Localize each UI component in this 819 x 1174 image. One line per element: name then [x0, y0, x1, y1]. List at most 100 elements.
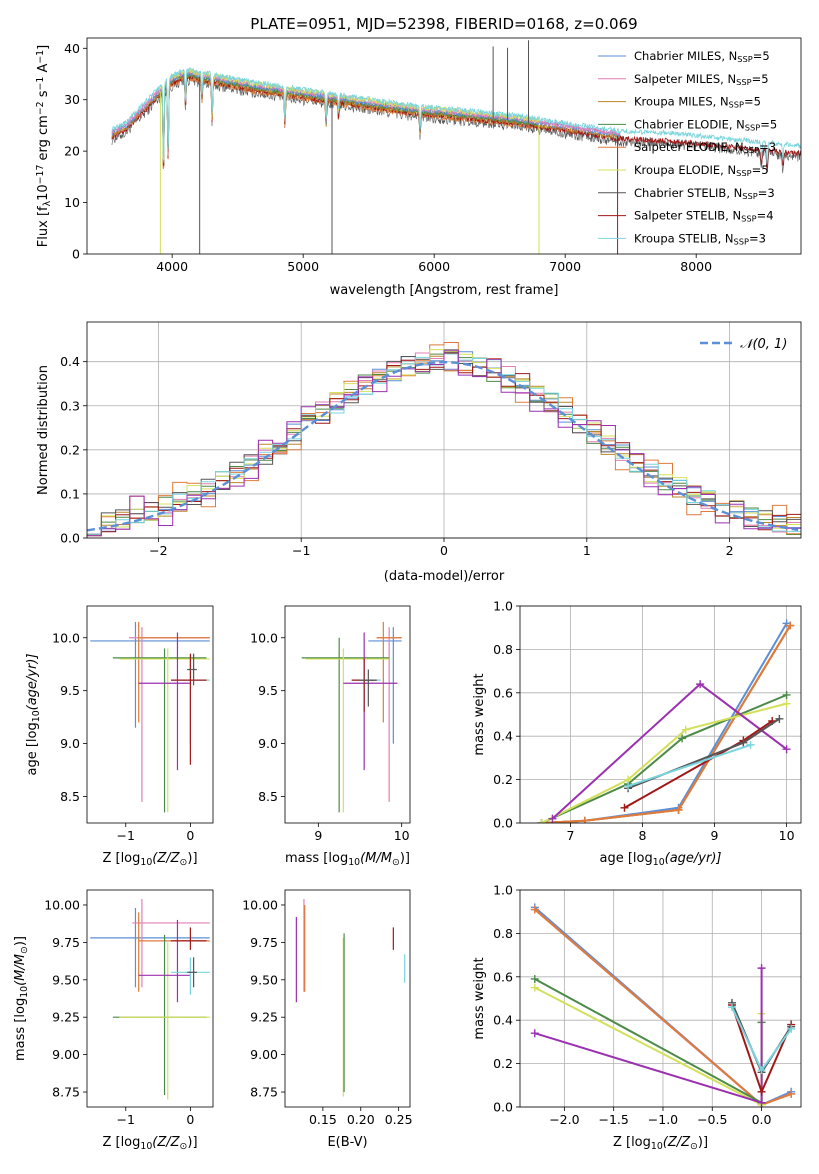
x-axis-label-part: (age/yr)]: [665, 851, 722, 866]
series-marker: [787, 1024, 796, 1033]
x-axis-label: E(B-V): [327, 1135, 367, 1150]
axes-mass_vs_EBV: 0.15 0.20 0.25 8.75 9.00 9.25 9.50 9.75 10.00 E(B…: [242, 889, 413, 1150]
series-marker: [757, 1087, 766, 1096]
x-axis-label-part: ⊙: [180, 857, 188, 868]
x-axis-label-part: Z [log: [102, 1135, 140, 1150]
y-axis-label-part: )]: [13, 936, 28, 946]
x-axis-label-part: (Z/Z: [152, 1135, 180, 1150]
x-tick-label: 5000: [287, 259, 319, 274]
x-axis-label: Z [log10(Z/Z⊙)]: [613, 1135, 708, 1152]
x-axis-label-part: ⊙: [180, 1141, 188, 1152]
legend-label-part: =5: [744, 95, 761, 109]
series-marker: [580, 816, 589, 823]
x-tick-label: 0: [186, 828, 194, 843]
series-marker: [775, 714, 784, 723]
errorbar-salpeter-elodie: [138, 621, 210, 723]
errorbar-chabrier-miles: [90, 621, 210, 728]
normal-curve: [87, 360, 799, 532]
series-marker: [548, 814, 557, 823]
y-tick-label: 0.4: [493, 729, 513, 744]
charts-layer: 4000 5000 6000 7000 8000010203040wavelength …: [13, 37, 802, 1152]
x-tick-label: −1: [292, 543, 310, 558]
y-axis-label: mass weight: [472, 957, 487, 1039]
errorbar-chabrier-stelib: [187, 653, 197, 686]
x-tick-label: 7000: [549, 259, 581, 274]
x-axis-label: mass [log10(M/M⊙)]: [285, 851, 410, 868]
plot-area-mass_vs_Z: [90, 898, 210, 1100]
y-tick-label: 0.2: [493, 1056, 513, 1071]
x-axis-label-part: (Z/Z: [152, 851, 180, 866]
series-purple: [548, 680, 791, 823]
x-axis-label-part: (M/M: [360, 851, 392, 866]
errorbar-purple: [138, 919, 191, 1003]
series-marker: [530, 905, 539, 914]
y-axis-label: mass [log10(M/M⊙)]: [13, 936, 30, 1061]
legend-label: Salpeter MILES, NSSP=5: [634, 72, 769, 87]
x-axis-label: Z [log10(Z/Z⊙)]: [102, 1135, 197, 1152]
legend-label-part: Chabrier STELIB, N: [634, 186, 742, 200]
x-tick-label: 8: [639, 828, 647, 843]
x-tick-label: 2: [726, 543, 734, 558]
x-axis-label-part: 10: [140, 1141, 152, 1152]
legend-label-part: Kroupa MILES, N: [634, 95, 729, 109]
y-tick-label: 0.0: [60, 531, 80, 546]
x-axis-label-part: 10: [651, 1141, 663, 1152]
errorbar-kroupa-elodie: [119, 648, 210, 813]
plot-area-spectrum: [111, 40, 801, 254]
legend-label-part: =4: [757, 209, 774, 223]
series-marker: [681, 725, 690, 734]
legend-label-part: =5: [760, 117, 777, 131]
errorbar-salpeter-miles: [132, 898, 210, 988]
legend-label-part: Salpeter MILES, N: [634, 72, 736, 86]
y-tick-label: 9.5: [258, 683, 278, 698]
x-axis-label-part: )]: [187, 851, 197, 866]
x-tick-label: 0.15: [309, 1112, 337, 1127]
legend-label-part: Salpeter STELIB, N: [634, 209, 741, 223]
y-tick-label: 0.0: [493, 816, 513, 831]
legend-label-part: =3: [759, 140, 776, 154]
plot-area-weight_vs_age: [537, 619, 795, 823]
legend-label: Chabrier ELODIE, NSSP=5: [634, 117, 777, 132]
y-axis-label-part: −17: [35, 165, 46, 185]
y-tick-label: 40: [64, 41, 80, 56]
x-axis-label: age [log10(age/yr)]: [600, 851, 722, 868]
y-tick-label: 9.00: [250, 1047, 278, 1062]
errorbar-kroupa-elodie: [305, 648, 390, 813]
legend-label-part: Kroupa ELODIE, N: [634, 163, 736, 177]
y-axis-label: Normed distribution: [36, 365, 51, 495]
series-marker: [537, 819, 546, 823]
y-tick-label: 0.6: [493, 969, 513, 984]
y-tick-label: 8.5: [258, 789, 278, 804]
series-marker: [746, 740, 755, 749]
y-tick-label: 9.25: [250, 1010, 278, 1025]
x-axis-label-part: Z [log: [613, 1135, 651, 1150]
x-axis-label-part: ⊙: [392, 857, 400, 868]
y-tick-label: 1.0: [493, 599, 513, 614]
legend-label-part: Salpeter ELODIE, N: [634, 140, 744, 154]
x-axis-label-part: Z [log: [102, 851, 140, 866]
y-axis-label-part: erg cm: [36, 115, 51, 164]
legend-label: Kroupa STELIB, NSSP=3: [634, 231, 766, 246]
errorbar-purple: [138, 632, 191, 771]
series-marker: [696, 680, 705, 689]
x-axis-label-part: )]: [698, 1135, 708, 1150]
series-marker: [782, 690, 791, 699]
y-tick-label: 8.75: [250, 1085, 278, 1100]
series-marker: [624, 782, 633, 791]
x-axis-label-part: ⊙: [690, 1141, 698, 1152]
spectrum-line-kroupa-elodie: [158, 67, 540, 161]
legend-label: Salpeter STELIB, NSSP=4: [634, 209, 774, 224]
errorbar-chabrier-elodie: [301, 637, 390, 813]
legend-label-part: SSP: [736, 168, 751, 178]
y-tick-label: 9.5: [60, 683, 80, 698]
axes-frame: [284, 605, 411, 824]
legend-label-part: SSP: [741, 214, 756, 224]
plot-area-age_vs_mass: [301, 621, 402, 813]
y-tick-label: 20: [64, 144, 80, 159]
x-tick-label: 9: [711, 828, 719, 843]
y-axis-label-part: ⊙: [19, 946, 30, 954]
x-tick-label: −1: [117, 1112, 135, 1127]
legend-label-part: Chabrier ELODIE, N: [634, 117, 745, 131]
